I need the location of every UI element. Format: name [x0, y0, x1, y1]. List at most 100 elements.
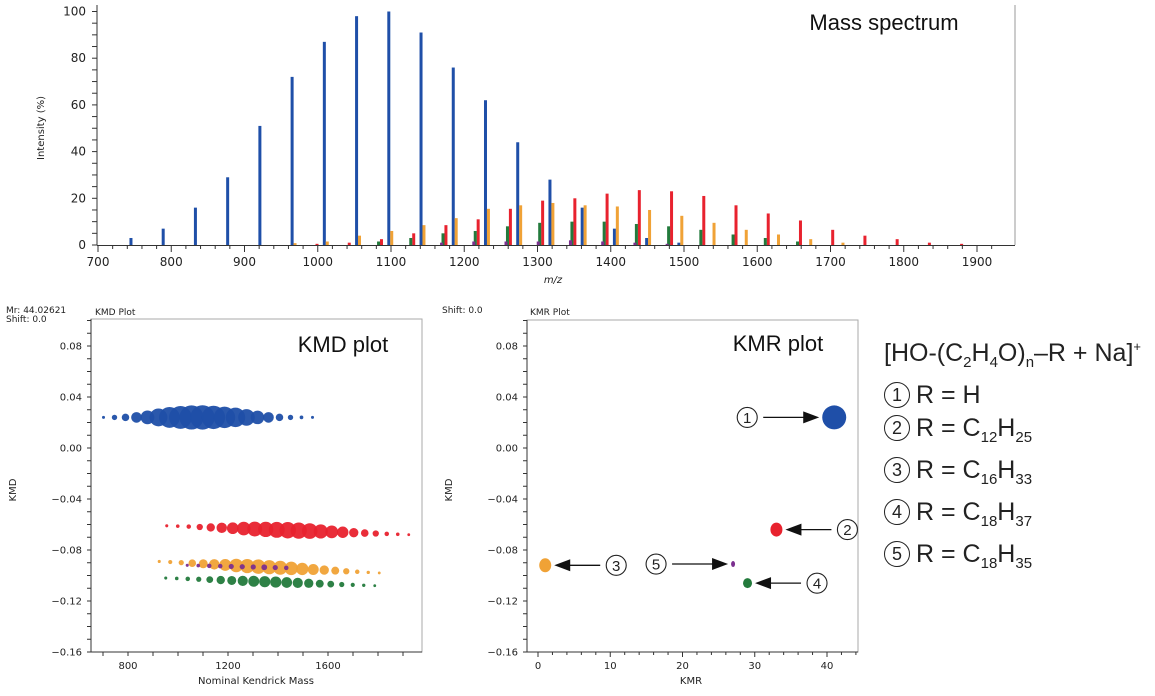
ms-bar: [615, 206, 619, 245]
ms-bar: [422, 225, 426, 245]
ms-bar: [419, 32, 423, 245]
kmd-y-tick-label: −0.12: [51, 597, 82, 608]
ms-bar: [699, 229, 703, 245]
ms-bar: [798, 220, 802, 245]
kmr-y-tick-label: −0.16: [487, 648, 518, 659]
ms-bar: [379, 239, 383, 245]
annotation-arrow-head: [803, 411, 820, 424]
kmr-x-tick-label: 10: [604, 661, 617, 672]
ms-bar: [568, 240, 572, 245]
kmd-point: [270, 576, 282, 588]
kmr-x-tick-label: 30: [748, 661, 761, 672]
kmd-point: [281, 577, 293, 588]
legend-lhs: R =: [916, 414, 963, 442]
ms-bar: [809, 239, 813, 245]
annotation-arrow-head: [554, 559, 571, 572]
kmd-point: [307, 564, 319, 575]
kmr-plot-chart: Shift: 0.0 KMR Plot 1 2 3 4 5 0.08 0.04 0.00 −0…: [442, 306, 859, 687]
ms-y-tick-label: 100: [63, 5, 86, 19]
formula-part: [HO-(C: [884, 339, 964, 367]
kmd-y-tick-label: 0.00: [60, 444, 82, 455]
ms-bar: [731, 234, 735, 245]
ms-title: Mass spectrum: [809, 10, 958, 35]
annotation-label: 2: [843, 522, 851, 539]
ms-bar: [387, 11, 391, 245]
legend-c-sub: 18: [980, 513, 998, 530]
ms-bar: [390, 230, 394, 245]
ms-bar: [129, 237, 133, 245]
kmd-point: [164, 576, 168, 580]
kmr-points: 1 2 3 4 5: [539, 405, 858, 594]
annotation-arrow-head: [785, 523, 802, 536]
kmd-point: [331, 566, 340, 575]
ms-y-tick-label: 60: [71, 98, 86, 112]
ms-x-tick-label: 1300: [522, 255, 553, 269]
annotation-arrow-head: [755, 577, 772, 590]
ms-x-tick-label: 1700: [815, 255, 846, 269]
kmd-point: [196, 523, 203, 531]
kmr-y-ticks: 0.08 0.04 0.00 −0.04 −0.08 −0.12 −0.16: [487, 320, 527, 659]
kmr-y-axis-title: KMD: [444, 478, 455, 501]
kmd-point: [262, 560, 277, 575]
kmd-point: [174, 576, 179, 581]
circled-number-icon: 5: [884, 541, 910, 567]
ms-y-tick-label: 80: [71, 51, 86, 65]
formula-part: H: [971, 339, 990, 367]
kmd-point: [273, 560, 288, 575]
ms-x-ticks: 700 800 900 1000 1100 1200 1300 1400 1500 1600 170…: [87, 245, 992, 269]
kmd-y-tick-label: −0.04: [51, 495, 82, 506]
legend-lhs: R =: [916, 456, 963, 484]
kmr-x-tick-label: 40: [821, 661, 834, 672]
kmd-point: [304, 578, 314, 588]
kmd-point: [310, 415, 315, 419]
kmd-point: [226, 522, 239, 535]
kmd-points: [101, 405, 411, 588]
kmd-title: KMD plot: [298, 332, 388, 357]
legend-c: H: [962, 381, 981, 409]
ms-bar: [226, 177, 230, 245]
ms-y-tick-label: 0: [78, 238, 86, 252]
ms-bar: [483, 100, 487, 245]
ms-bar: [472, 241, 476, 245]
ms-bar: [677, 242, 681, 245]
kmd-point: [207, 563, 212, 569]
ms-bar: [637, 190, 641, 245]
circled-number-icon: 1: [884, 382, 910, 408]
legend-lhs: R =: [916, 498, 963, 526]
ms-bar: [665, 243, 669, 245]
ms-bar: [680, 215, 684, 245]
legend-c: C: [962, 540, 981, 568]
ms-bar: [763, 237, 767, 245]
ms-bar: [776, 234, 780, 245]
ms-bar: [602, 221, 606, 245]
kmd-point: [196, 563, 201, 568]
legend-h: H: [997, 456, 1016, 484]
formula-sub: 4: [989, 354, 998, 371]
ms-bar: [519, 205, 523, 245]
legend-c-sub: 16: [980, 471, 998, 488]
kmd-point: [237, 575, 248, 586]
kmd-point: [290, 522, 307, 539]
kmd-point: [209, 559, 220, 570]
kmd-point: [384, 531, 389, 537]
kmd-point: [240, 558, 255, 574]
kmr-y-tick-label: 0.00: [496, 444, 518, 455]
ms-bar: [347, 242, 351, 245]
kmd-plot-chart: Mr: 44.02621 Shift: 0.0 KMD Plot 0.080.0…: [6, 306, 423, 687]
kmd-point: [350, 582, 355, 587]
kmd-point: [229, 558, 244, 573]
ms-y-ticks: 0 20 40 60 80 100: [63, 5, 97, 252]
kmd-point: [185, 576, 190, 582]
kmr-y-tick-label: −0.04: [487, 495, 518, 506]
legend-h-sub: 37: [1015, 513, 1033, 530]
kmd-point: [372, 530, 379, 537]
ms-bar: [583, 205, 587, 245]
kmr-header-shift: Shift: 0.0: [442, 306, 483, 316]
kmd-point: [395, 532, 400, 537]
kmd-y-axis-title: KMD: [8, 478, 19, 501]
kmr-y-tick-label: −0.12: [487, 597, 518, 608]
